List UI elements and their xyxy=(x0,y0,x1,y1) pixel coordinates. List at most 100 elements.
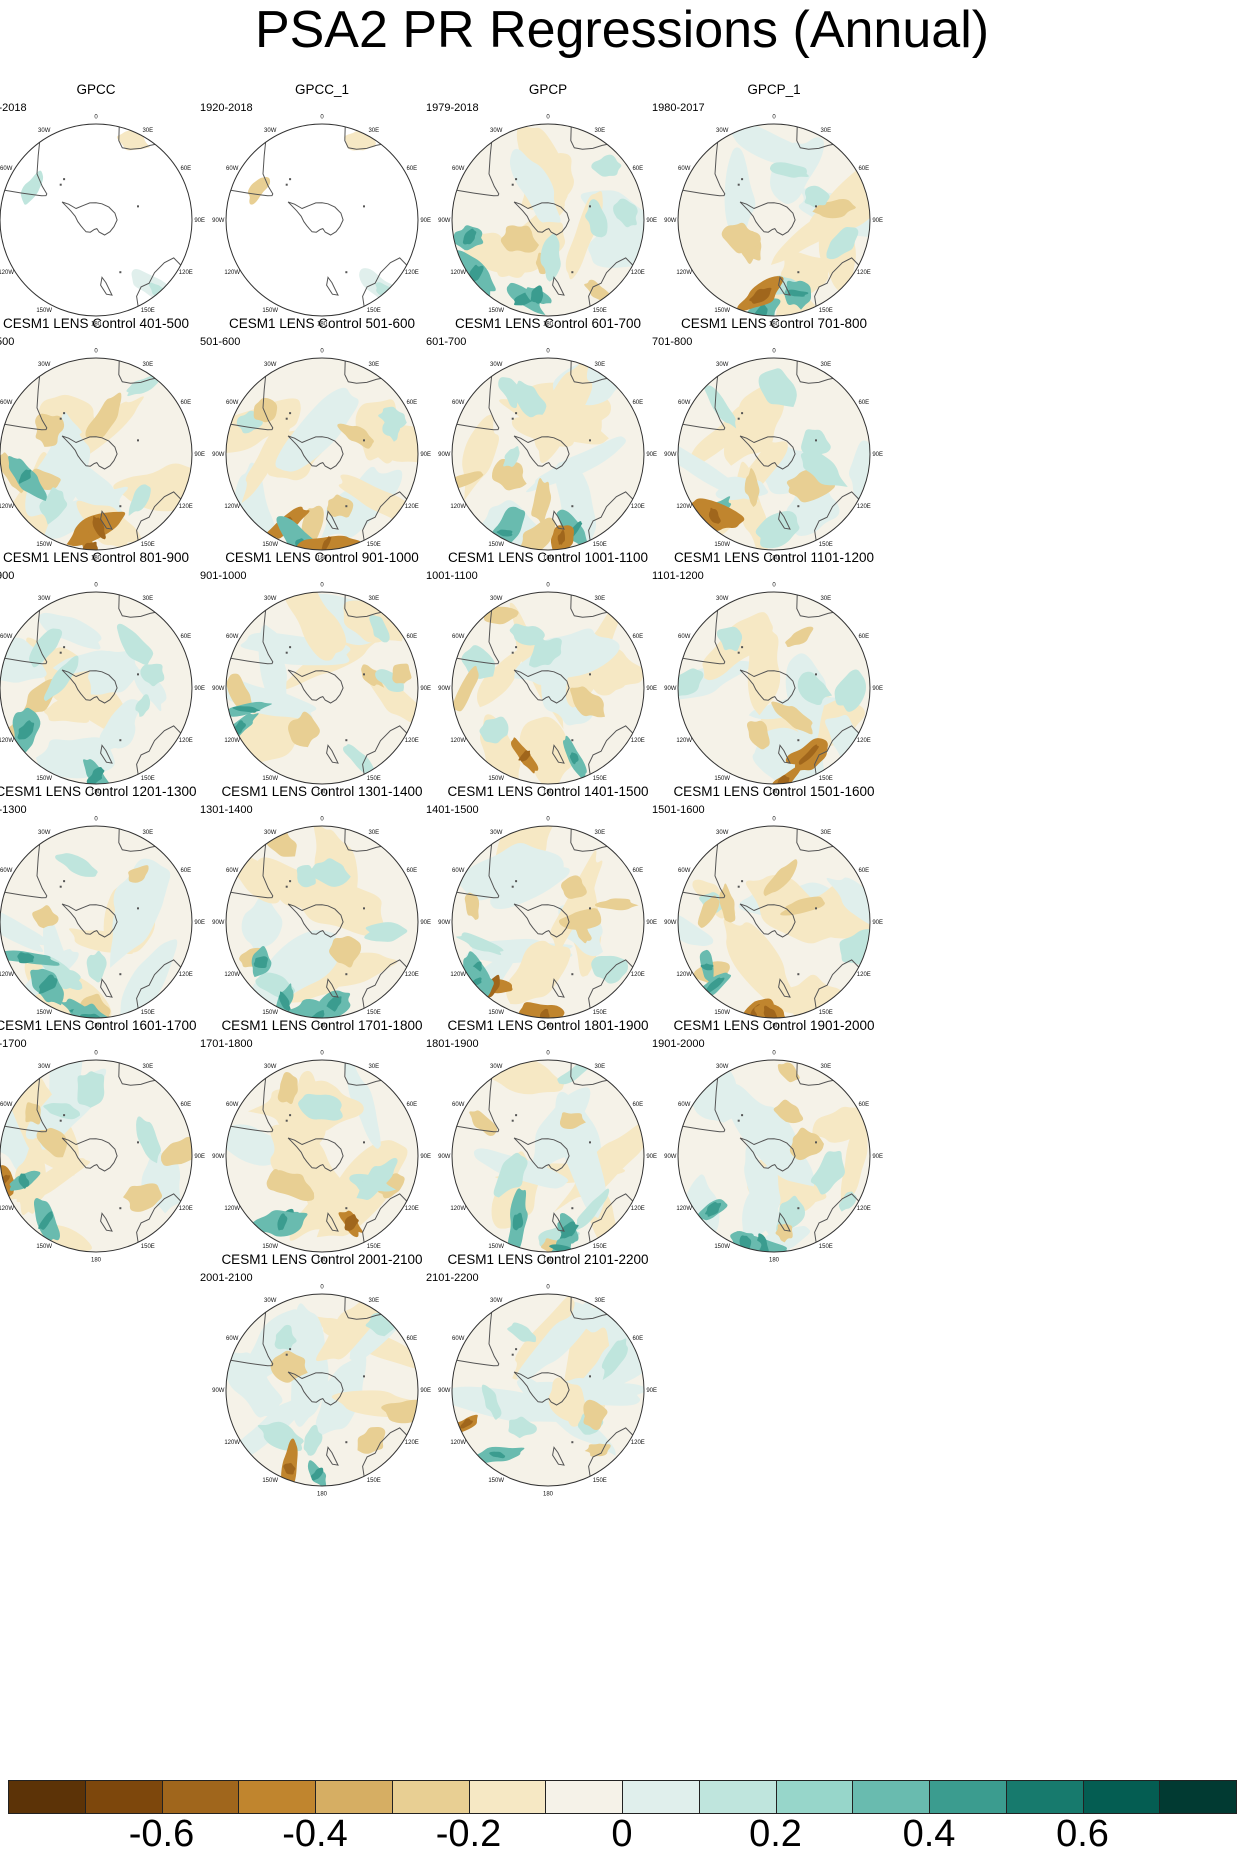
polar-stereographic-map: 0 30E 60E 90E 120E 150E 180 150W 120W 90W 60W 30W xyxy=(664,348,883,561)
coastlines xyxy=(682,594,860,775)
longitude-label: 60W xyxy=(226,166,239,172)
longitude-label: 90E xyxy=(872,452,883,458)
longitude-label: 150W xyxy=(488,776,504,782)
colorbar-swatch xyxy=(238,1780,316,1814)
longitude-label: 0 xyxy=(546,348,550,354)
polar-stereographic-map: 0 30E 60E 90E 120E 150E 180 150W 120W 90W 60W 30W xyxy=(438,348,657,561)
longitude-label: 30W xyxy=(716,128,729,134)
coastlines xyxy=(682,360,860,541)
longitude-label: 30W xyxy=(264,596,277,602)
colorbar xyxy=(8,1780,1237,1814)
longitude-label: 120W xyxy=(0,972,14,978)
coastlines xyxy=(4,1062,182,1243)
coastlines xyxy=(4,828,182,1009)
longitude-label: 90E xyxy=(872,218,883,224)
longitude-label: 120W xyxy=(676,1206,692,1212)
longitude-label: 180 xyxy=(317,790,328,796)
colorbar-swatch xyxy=(775,1780,854,1814)
longitude-label: 30W xyxy=(716,362,729,368)
regression-field xyxy=(452,1060,644,1252)
longitude-label: 120E xyxy=(631,1206,645,1212)
longitude-label: 60W xyxy=(0,400,13,406)
longitude-label: 150W xyxy=(36,1010,52,1016)
map-panel: CESM1 LENS Control 1301-1400 1301-1400 0 30… xyxy=(192,784,452,1054)
longitude-label: 30E xyxy=(368,1298,379,1304)
longitude-label: 150W xyxy=(262,542,278,548)
colorbar-tick-label: 0.6 xyxy=(1056,1813,1109,1855)
colorbar-swatch xyxy=(1082,1780,1161,1814)
longitude-label: 60W xyxy=(452,1102,465,1108)
longitude-label: 30E xyxy=(368,830,379,836)
longitude-label: 150W xyxy=(488,1478,504,1484)
panel-title: CESM1 LENS Control 1201-1300 xyxy=(0,784,197,799)
longitude-label: 90E xyxy=(646,1388,657,1394)
longitude-label: 30E xyxy=(368,1064,379,1070)
colorbar-swatch xyxy=(1005,1780,1084,1814)
longitude-label: 150W xyxy=(488,542,504,548)
longitude-label: 60W xyxy=(452,400,465,406)
polar-stereographic-map: 0 30E 60E 90E 120E 150E 180 150W 120W 90W 60W 30W xyxy=(438,816,657,1029)
longitude-label: 90E xyxy=(420,1388,431,1394)
panel-period-label: 1980-2017 xyxy=(652,102,705,114)
longitude-label: 150W xyxy=(36,776,52,782)
longitude-label: 120W xyxy=(224,270,240,276)
longitude-label: 120E xyxy=(405,972,419,978)
longitude-label: 90E xyxy=(420,218,431,224)
longitude-label: 60W xyxy=(0,1102,13,1108)
longitude-label: 120E xyxy=(857,1206,871,1212)
longitude-label: 30E xyxy=(594,596,605,602)
panel-period-label: 901-1000 xyxy=(200,570,247,582)
longitude-label: 90E xyxy=(194,686,205,692)
colorbar-tick-label: -0.2 xyxy=(435,1813,502,1855)
longitude-label: 60W xyxy=(0,166,13,172)
longitude-label: 60E xyxy=(406,634,417,640)
panel-title: CESM1 LENS Control 1401-1500 xyxy=(447,784,649,799)
longitude-label: 0 xyxy=(772,348,776,354)
panel-period-label: 1601-1700 xyxy=(0,1038,27,1050)
longitude-label: 120W xyxy=(224,972,240,978)
longitude-label: 0 xyxy=(546,1050,550,1056)
panel-title: CESM1 LENS Control 501-600 xyxy=(228,316,416,331)
longitude-label: 90E xyxy=(420,686,431,692)
longitude-label: 120W xyxy=(676,972,692,978)
longitude-label: 60E xyxy=(632,166,643,172)
map-panels-grid: GPCC 1920-2018 0 30E 60E 90E 120E 150E 180 150W 12… xyxy=(0,82,883,1498)
regression-field xyxy=(678,124,870,316)
regression-field xyxy=(226,592,418,784)
longitude-label: 180 xyxy=(91,322,102,328)
longitude-label: 90W xyxy=(438,1154,451,1160)
colorbar-swatch xyxy=(622,1780,700,1814)
regression-field xyxy=(678,358,870,550)
panel-title: CESM1 LENS Control 2101-2200 xyxy=(447,1252,649,1267)
longitude-label: 90E xyxy=(646,1154,657,1160)
longitude-label: 90W xyxy=(438,920,451,926)
colorbar-tick-label: -0.4 xyxy=(282,1813,348,1855)
polar-stereographic-map: 0 30E 60E 90E 120E 150E 180 150W 120W 90W 60W 30W xyxy=(664,582,883,795)
longitude-label: 180 xyxy=(91,790,102,796)
panel-title: CESM1 LENS Control 801-900 xyxy=(2,550,190,565)
coastlines xyxy=(230,360,408,541)
longitude-label: 60W xyxy=(226,1102,239,1108)
polar-stereographic-map: 0 30E 60E 90E 120E 150E 180 150W 120W 90W 60W 30W xyxy=(212,582,431,796)
longitude-label: 120E xyxy=(405,738,419,744)
longitude-label: 90E xyxy=(194,452,205,458)
longitude-label: 150E xyxy=(141,542,155,548)
longitude-label: 120W xyxy=(450,972,466,978)
longitude-label: 60E xyxy=(858,400,869,406)
longitude-label: 120E xyxy=(405,270,419,276)
longitude-label: 60E xyxy=(858,634,869,640)
coastlines xyxy=(230,594,408,775)
panel-period-label: 401-500 xyxy=(0,336,15,348)
polar-stereographic-map: 0 30E 60E 90E 120E 150E 180 150W 120W 90W 60W 30W xyxy=(212,1050,431,1263)
longitude-label: 180 xyxy=(91,1258,102,1264)
longitude-label: 120W xyxy=(450,1440,466,1446)
panel-title: CESM1 LENS Control 601-700 xyxy=(454,316,642,331)
longitude-label: 90W xyxy=(664,920,677,926)
regression-field xyxy=(0,826,192,1018)
longitude-label: 150E xyxy=(141,1010,155,1016)
longitude-label: 120W xyxy=(224,504,240,510)
longitude-label: 150W xyxy=(262,1010,278,1016)
longitude-label: 150W xyxy=(262,1478,278,1484)
longitude-label: 120W xyxy=(676,504,692,510)
longitude-label: 90E xyxy=(872,920,883,926)
